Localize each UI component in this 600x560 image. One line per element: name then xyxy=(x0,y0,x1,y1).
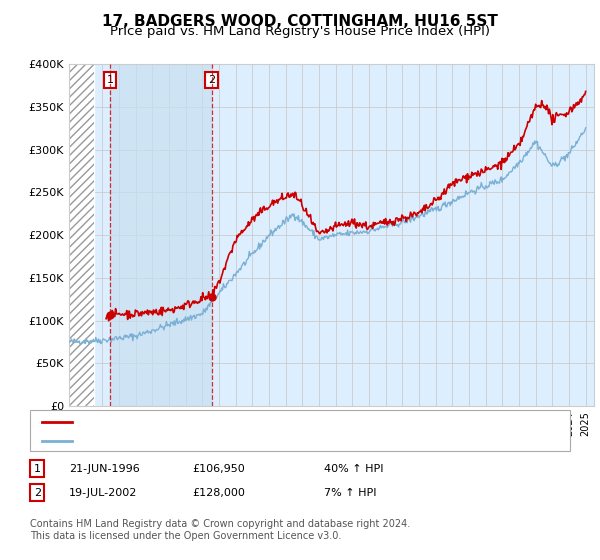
Bar xyxy=(69,64,94,406)
Text: 17, BADGERS WOOD, COTTINGHAM, HU16 5ST: 17, BADGERS WOOD, COTTINGHAM, HU16 5ST xyxy=(102,14,498,29)
Text: 40% ↑ HPI: 40% ↑ HPI xyxy=(324,464,383,474)
Bar xyxy=(110,64,211,406)
Text: 2: 2 xyxy=(208,75,215,85)
Text: £106,950: £106,950 xyxy=(192,464,245,474)
Text: 7% ↑ HPI: 7% ↑ HPI xyxy=(324,488,377,498)
Text: 2: 2 xyxy=(34,488,41,498)
Text: Price paid vs. HM Land Registry's House Price Index (HPI): Price paid vs. HM Land Registry's House … xyxy=(110,25,490,38)
Text: 1: 1 xyxy=(107,75,113,85)
Text: HPI: Average price, detached house, East Riding of Yorkshire: HPI: Average price, detached house, East… xyxy=(78,436,415,446)
Text: 21-JUN-1996: 21-JUN-1996 xyxy=(69,464,140,474)
Text: 1: 1 xyxy=(34,464,41,474)
Text: 17, BADGERS WOOD, COTTINGHAM, HU16 5ST (detached house): 17, BADGERS WOOD, COTTINGHAM, HU16 5ST (… xyxy=(78,417,440,427)
Text: Contains HM Land Registry data © Crown copyright and database right 2024.
This d: Contains HM Land Registry data © Crown c… xyxy=(30,519,410,541)
Text: £128,000: £128,000 xyxy=(192,488,245,498)
Bar xyxy=(69,64,94,406)
Text: 19-JUL-2002: 19-JUL-2002 xyxy=(69,488,137,498)
